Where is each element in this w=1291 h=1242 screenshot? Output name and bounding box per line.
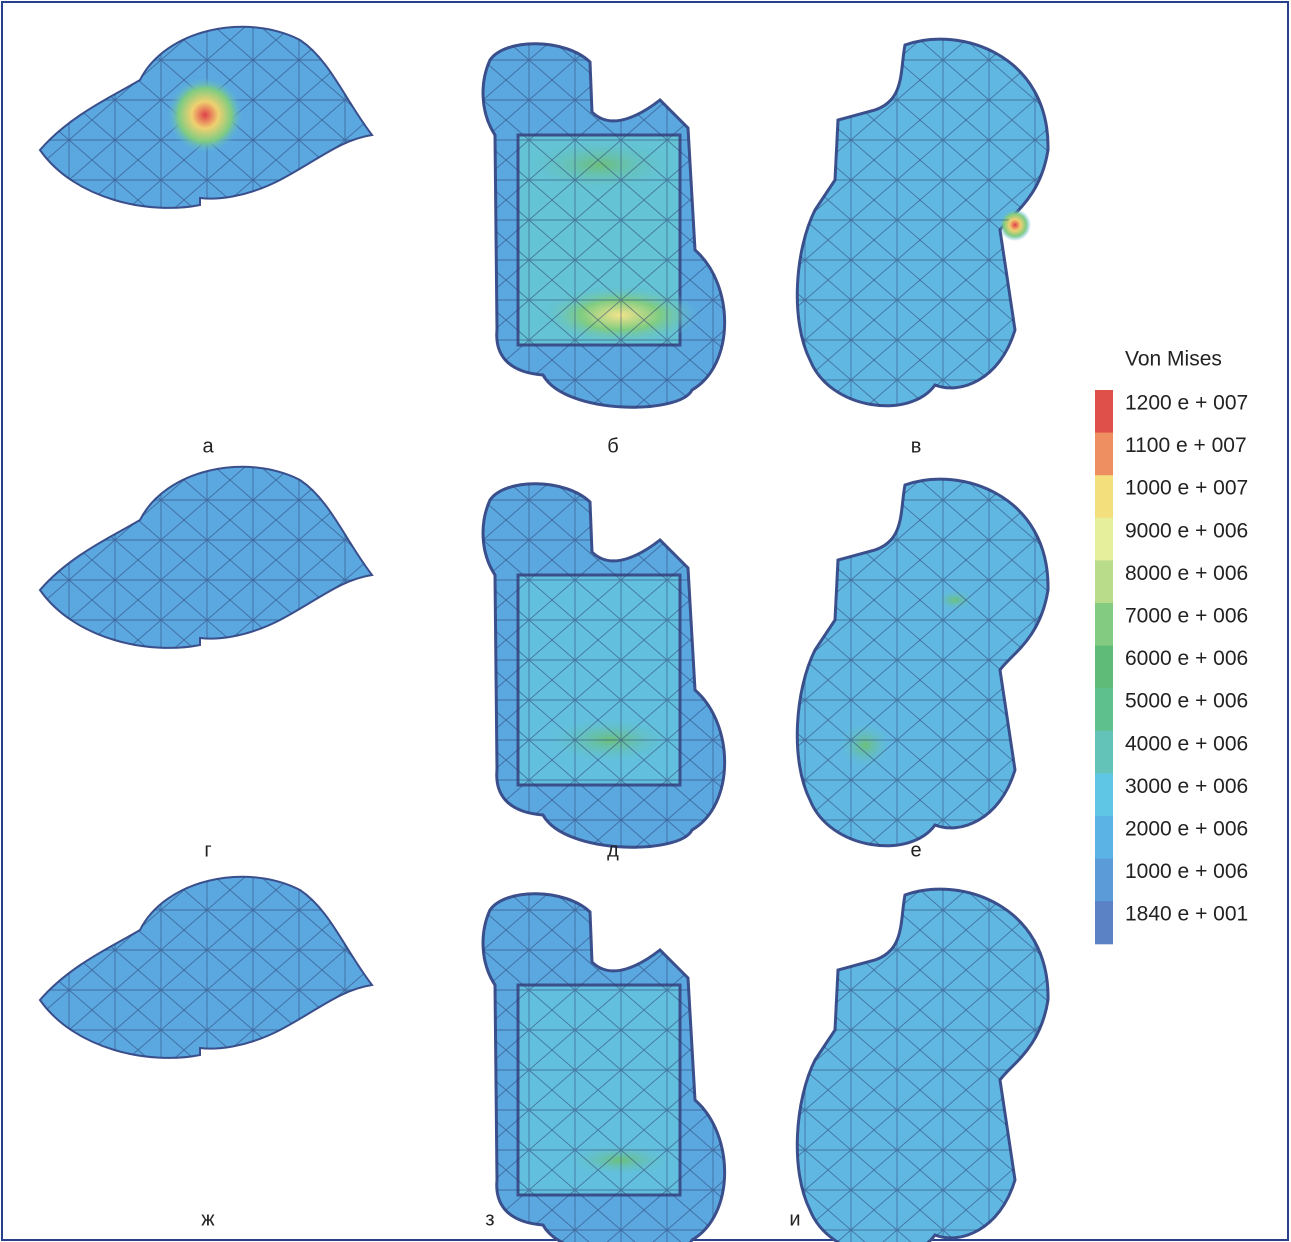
legend-label: 5000 e + 006: [1125, 690, 1248, 713]
legend-swatch: [1095, 773, 1113, 816]
legend-label: 9000 e + 006: [1125, 519, 1248, 542]
legend-label: 7000 e + 006: [1125, 605, 1248, 628]
panel-label: в: [911, 435, 922, 457]
legend-swatch: [1095, 433, 1113, 476]
legend-swatch: [1095, 518, 1113, 561]
panel-label: з: [485, 1208, 494, 1230]
legend-title: Von Mises: [1125, 348, 1222, 371]
legend-swatch: [1095, 731, 1113, 774]
legend-swatch: [1095, 688, 1113, 731]
panel-label: ж: [201, 1208, 215, 1230]
legend-swatch: [1095, 646, 1113, 689]
legend-swatch: [1095, 560, 1113, 603]
legend-label: 1000 e + 007: [1125, 477, 1248, 500]
panel-label: а: [202, 435, 214, 457]
panel-label: г: [204, 839, 211, 861]
legend-label: 2000 e + 006: [1125, 818, 1248, 841]
legend-label: 6000 e + 006: [1125, 647, 1248, 670]
panel-label: е: [910, 839, 921, 861]
legend-label: 4000 e + 006: [1125, 732, 1248, 755]
legend-label: 1200 e + 007: [1125, 392, 1248, 415]
legend-swatch: [1095, 390, 1113, 433]
legend-label: 8000 e + 006: [1125, 562, 1248, 585]
legend-label: 1000 e + 006: [1125, 860, 1248, 883]
panel-label: и: [789, 1208, 800, 1230]
legend-label: 1100 e + 007: [1125, 434, 1247, 457]
figure: а б в г д е ж з и Von Mises 1200 e + 007 1100 e +…: [0, 0, 1291, 1242]
legend-swatch: [1095, 603, 1113, 646]
panels: [40, 27, 1048, 1242]
legend-swatch: [1095, 475, 1113, 518]
panel-label: б: [607, 435, 618, 457]
legend-swatch: [1095, 901, 1113, 944]
legend-swatch: [1095, 816, 1113, 859]
legend-swatch: [1095, 859, 1113, 902]
legend-label: 3000 e + 006: [1125, 775, 1248, 798]
panel-label: д: [607, 839, 619, 861]
legend-label: 1840 e + 001: [1125, 903, 1248, 926]
